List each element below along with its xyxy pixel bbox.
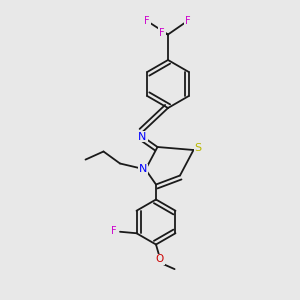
Text: O: O [155, 254, 164, 265]
Text: S: S [194, 142, 202, 153]
Text: F: F [111, 226, 117, 236]
Text: F: F [144, 16, 150, 26]
Text: F: F [185, 16, 190, 26]
Text: F: F [159, 28, 165, 38]
Text: N: N [138, 131, 147, 142]
Text: N: N [139, 164, 147, 175]
